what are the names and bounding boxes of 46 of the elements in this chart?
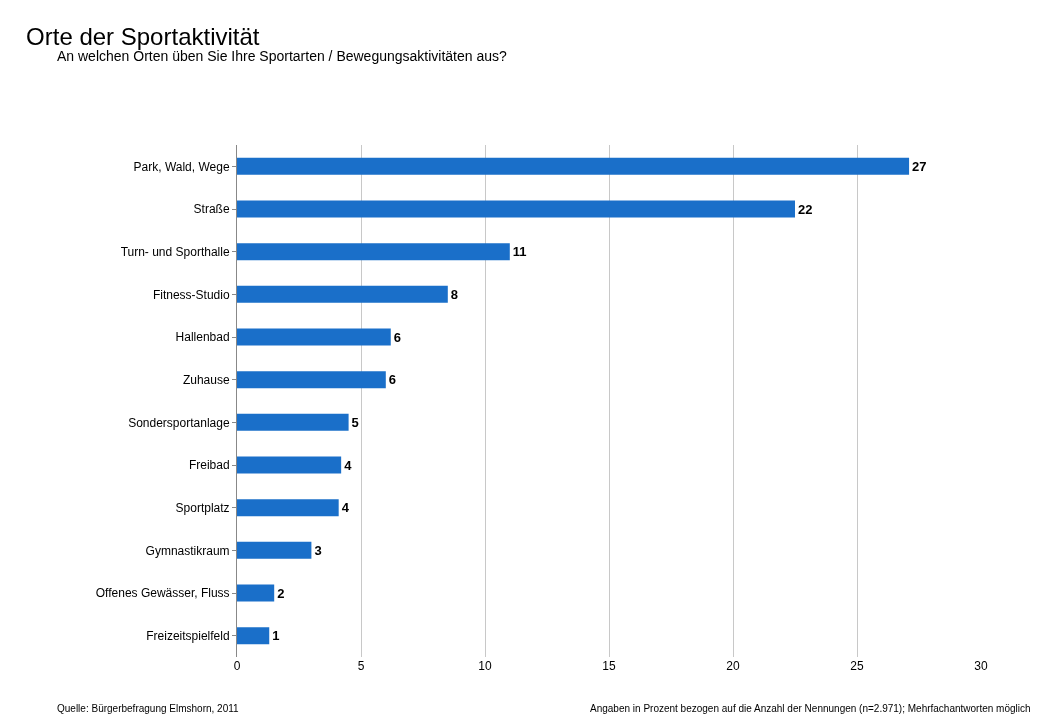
bar [237, 243, 510, 261]
y-tick-label: Gymnastikraum [145, 543, 230, 558]
text: Angaben in Prozent bezogen auf die Anzahl der Nennungen (n=2.971); Mehrfachantworten möglich [590, 703, 1031, 714]
data-label: 5 [351, 414, 359, 430]
x-tick-label: 10 [478, 659, 492, 673]
x-tick-label: 20 [726, 659, 740, 673]
y-tick-label: Freizeitspielfeld [146, 628, 230, 643]
x-tick-label: 0 [233, 659, 241, 673]
bar [237, 456, 342, 474]
y-tick-label: Sondersportanlage [128, 415, 230, 430]
data-label: 11 [512, 244, 527, 260]
y-tick-label: Straße [193, 202, 230, 217]
bar [237, 627, 270, 645]
source-note: Quelle: Bürgerbefragung Elmshorn, 2011 [57, 703, 240, 714]
data-label: 6 [388, 372, 397, 388]
y-tick-label: Offenes Gewässer, Fluss [95, 586, 230, 601]
bar [237, 584, 275, 602]
bar [237, 499, 339, 517]
y-tick-label: Sportplatz [175, 500, 230, 515]
y-tick-label: Hallenbad [175, 330, 230, 345]
bar [237, 200, 795, 218]
data-label: 1 [272, 628, 280, 644]
data-label: 27 [912, 158, 927, 174]
data-label: 4 [341, 500, 350, 516]
x-tick-label: 25 [850, 659, 864, 673]
bar [237, 285, 448, 303]
y-tick-label: Park, Wald, Wege [133, 159, 230, 174]
x-tick-label: 30 [974, 659, 988, 673]
chart-title: Orte der Sportaktivität [26, 23, 260, 51]
bar [237, 157, 910, 175]
y-tick-label: Turn- und Sporthalle [120, 244, 230, 259]
bar [237, 328, 391, 346]
data-label: 6 [393, 329, 401, 345]
x-tick-label: 15 [602, 659, 616, 673]
bar [237, 413, 349, 431]
data-label: 22 [798, 201, 813, 217]
data-label: 4 [344, 457, 353, 473]
data-label: 8 [450, 286, 459, 302]
y-tick-label: Zuhause [182, 372, 230, 387]
data-label: 3 [314, 542, 322, 558]
x-tick-label: 5 [357, 659, 365, 673]
y-tick-label: Fitness-Studio [152, 287, 230, 302]
y-tick-label: Freibad [188, 458, 230, 473]
bar [237, 371, 386, 389]
data-label: 2 [277, 585, 285, 601]
bar [237, 541, 312, 559]
